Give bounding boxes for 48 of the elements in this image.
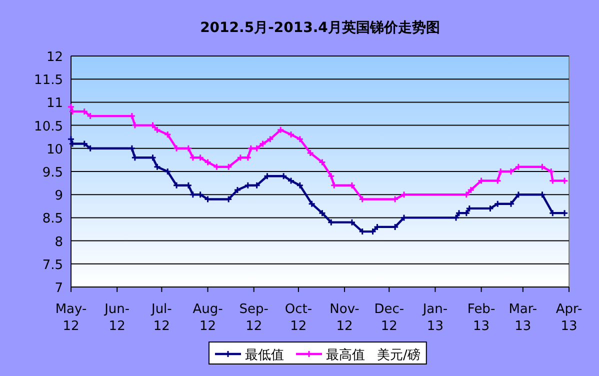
y-tick-label: 8 [54,234,63,250]
point [467,186,475,194]
point [287,130,295,138]
point [296,135,304,143]
y-tick-label: 7 [54,281,63,296]
y-tick-label: 8.5 [42,212,63,227]
point [204,158,212,166]
x-tick-label: Jun-12 [104,302,130,334]
x-tick-label: Dec-12 [374,302,404,334]
x-tick-label: Apr-13 [556,302,582,334]
y-tick-label: 9.5 [42,166,63,180]
x-tick-label: Aug-12 [192,302,224,334]
x-tick-label: Jan-13 [422,302,448,334]
x-tick-label: Mar-13 [508,302,538,334]
point [164,130,172,138]
point [287,176,295,184]
point [318,158,326,166]
point [259,140,267,148]
point [308,200,316,208]
x-tick-label: Oct-12 [284,302,312,334]
x-tick-label: May-12 [55,302,87,334]
point [153,163,161,171]
point [266,135,274,143]
x-tick-label: Jul-12 [150,302,172,334]
legend-label: 最高值 [326,347,365,363]
x-tick-label: Feb-13 [467,302,496,334]
point [296,182,304,190]
point [348,218,356,226]
x-tick-label: Sep-12 [239,302,269,334]
y-tick-label: 11 [46,96,63,112]
y-tick-label: 11.5 [34,73,63,88]
y-tick-label: 10 [46,142,63,158]
point [164,168,172,176]
y-tick-label: 12 [46,50,63,65]
point [318,209,326,217]
point [306,149,314,157]
chart-title: 2012.5月-2013.4月英国锑价走势图 [200,20,440,36]
legend-label: 最低值 [245,348,284,363]
point [547,168,555,176]
x-tick-label: Nov-12 [330,302,360,334]
point [234,186,242,194]
y-tick-label: 10.5 [34,119,63,134]
point [276,126,284,134]
y-tick-label: 9 [54,188,63,204]
legend-title: 美元/磅 [377,347,420,363]
point [327,172,335,180]
point [327,218,335,226]
y-tick-label: 7.5 [42,258,63,273]
